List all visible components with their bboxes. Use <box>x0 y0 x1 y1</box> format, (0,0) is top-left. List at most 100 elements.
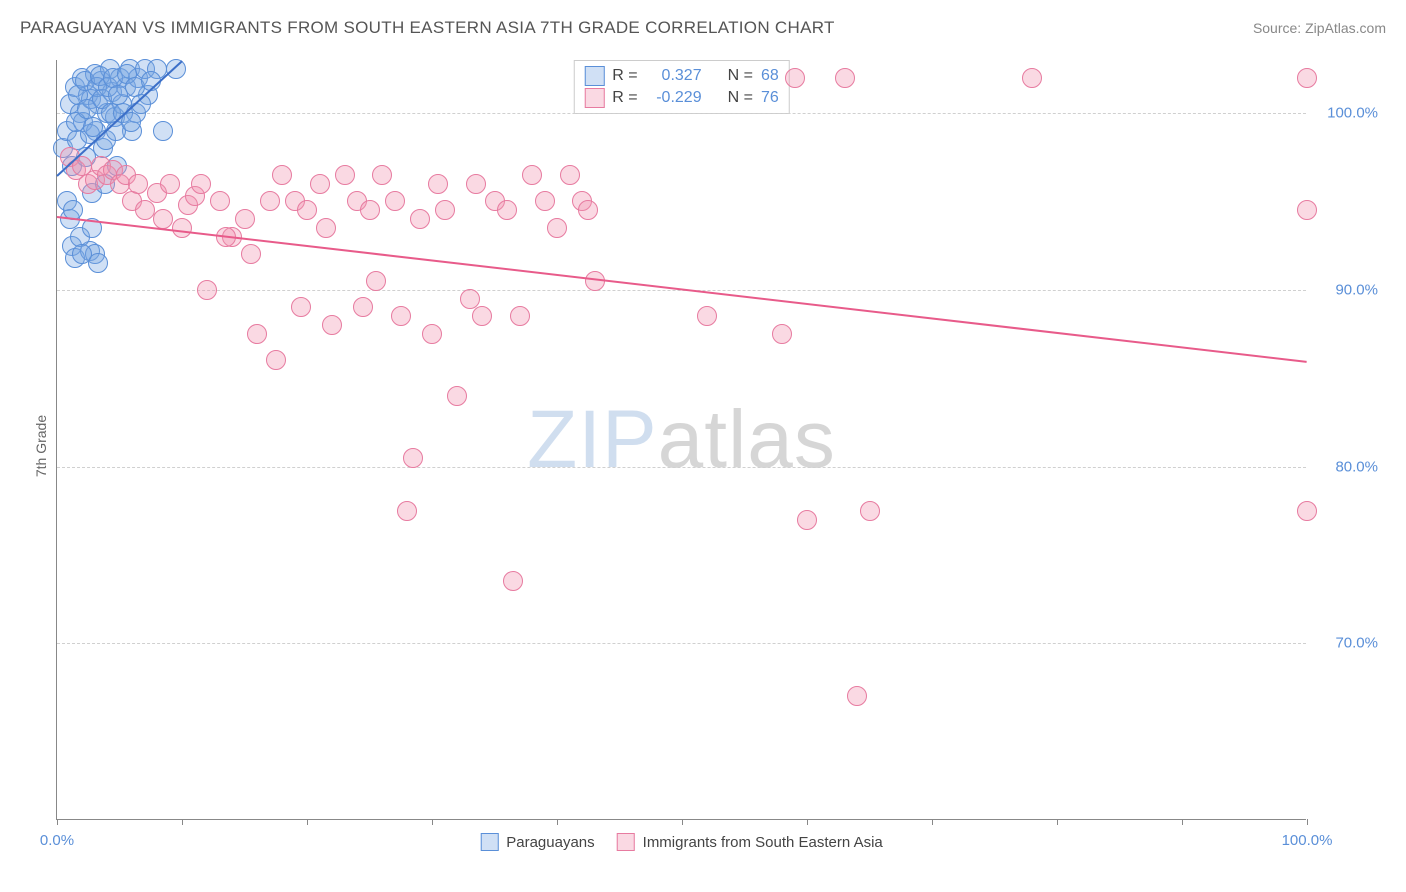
data-point <box>1022 68 1042 88</box>
data-point <box>460 289 480 309</box>
legend-top: R = 0.327 N = 68 R = -0.229 N = 76 <box>573 60 789 114</box>
y-tick-label: 70.0% <box>1318 635 1378 652</box>
data-point <box>503 571 523 591</box>
data-point <box>128 174 148 194</box>
data-point <box>785 68 805 88</box>
data-point <box>135 200 155 220</box>
x-tick <box>1057 819 1058 825</box>
data-point <box>410 209 430 229</box>
watermark-atlas: atlas <box>658 394 836 485</box>
legend-swatch <box>584 66 604 86</box>
legend-bottom-item: Immigrants from South Eastern Asia <box>617 833 883 851</box>
data-point <box>435 200 455 220</box>
data-point <box>697 306 717 326</box>
legend-row: R = 0.327 N = 68 <box>584 65 778 87</box>
data-point <box>497 200 517 220</box>
x-tick <box>682 819 683 825</box>
legend-r-label: R = <box>612 89 637 107</box>
x-tick <box>1307 819 1308 825</box>
data-point <box>153 121 173 141</box>
data-point <box>447 386 467 406</box>
legend-swatch <box>480 833 498 851</box>
data-point <box>578 200 598 220</box>
data-point <box>403 448 423 468</box>
data-point <box>272 165 292 185</box>
data-point <box>1297 501 1317 521</box>
grid-line <box>57 467 1306 468</box>
data-point <box>153 209 173 229</box>
data-point <box>360 200 380 220</box>
legend-bottom: Paraguayans Immigrants from South Eastern… <box>480 833 883 851</box>
chart-title: PARAGUAYAN VS IMMIGRANTS FROM SOUTH EAST… <box>20 18 835 38</box>
y-tick-label: 80.0% <box>1318 458 1378 475</box>
data-point <box>535 191 555 211</box>
data-point <box>316 218 336 238</box>
data-point <box>522 165 542 185</box>
data-point <box>547 218 567 238</box>
x-tick <box>182 819 183 825</box>
legend-n-label: N = <box>728 89 753 107</box>
legend-n-value: 76 <box>761 89 779 107</box>
grid-line <box>57 643 1306 644</box>
legend-series-label: Immigrants from South Eastern Asia <box>643 834 883 851</box>
data-point <box>385 191 405 211</box>
data-point <box>322 315 342 335</box>
data-point <box>191 174 211 194</box>
legend-r-label: R = <box>612 67 637 85</box>
legend-bottom-item: Paraguayans <box>480 833 594 851</box>
data-point <box>466 174 486 194</box>
watermark-zip: ZIP <box>527 394 658 485</box>
x-tick <box>557 819 558 825</box>
data-point <box>310 174 330 194</box>
legend-swatch <box>584 88 604 108</box>
legend-r-value: -0.229 <box>646 89 702 107</box>
data-point <box>428 174 448 194</box>
data-point <box>197 280 217 300</box>
legend-n-label: N = <box>728 67 753 85</box>
data-point <box>560 165 580 185</box>
y-axis-label: 7th Grade <box>33 415 49 477</box>
data-point <box>835 68 855 88</box>
data-point <box>266 350 286 370</box>
legend-n-value: 68 <box>761 67 779 85</box>
x-tick <box>807 819 808 825</box>
data-point <box>366 271 386 291</box>
legend-row: R = -0.229 N = 76 <box>584 87 778 109</box>
legend-series-label: Paraguayans <box>506 834 594 851</box>
data-point <box>172 218 192 238</box>
data-point <box>210 191 230 211</box>
x-tick <box>932 819 933 825</box>
x-tick <box>307 819 308 825</box>
data-point <box>1297 200 1317 220</box>
data-point <box>847 686 867 706</box>
data-point <box>235 209 255 229</box>
data-point <box>166 59 186 79</box>
source-label: Source: ZipAtlas.com <box>1253 20 1386 36</box>
legend-r-value: 0.327 <box>646 67 702 85</box>
x-tick-label: 0.0% <box>40 832 74 849</box>
data-point <box>422 324 442 344</box>
data-point <box>247 324 267 344</box>
plot-area: ZIPatlas R =0.327N =68R =-0.229N =76 Par… <box>56 60 1306 820</box>
data-point <box>72 244 92 264</box>
data-point <box>391 306 411 326</box>
data-point <box>397 501 417 521</box>
data-point <box>335 165 355 185</box>
x-tick <box>57 819 58 825</box>
legend-swatch <box>617 833 635 851</box>
y-tick-label: 90.0% <box>1318 281 1378 298</box>
data-point <box>353 297 373 317</box>
data-point <box>297 200 317 220</box>
grid-line <box>57 113 1306 114</box>
data-point <box>241 244 261 264</box>
x-tick <box>432 819 433 825</box>
watermark: ZIPatlas <box>527 393 836 487</box>
y-tick-label: 100.0% <box>1318 105 1378 122</box>
data-point <box>797 510 817 530</box>
data-point <box>510 306 530 326</box>
data-point <box>772 324 792 344</box>
data-point <box>860 501 880 521</box>
x-tick <box>1182 819 1183 825</box>
x-tick-label: 100.0% <box>1282 832 1333 849</box>
data-point <box>291 297 311 317</box>
